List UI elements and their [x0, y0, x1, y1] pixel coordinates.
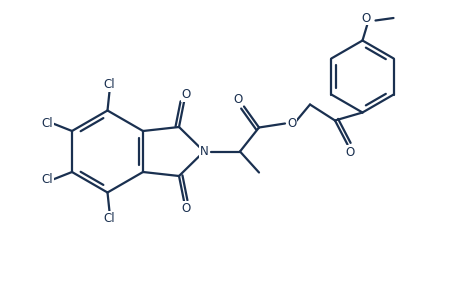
Text: Cl: Cl [41, 173, 53, 186]
Text: O: O [181, 202, 191, 215]
Text: O: O [287, 117, 296, 130]
Text: O: O [181, 88, 191, 101]
Text: N: N [200, 145, 208, 158]
Text: Cl: Cl [104, 78, 115, 92]
Text: O: O [233, 92, 242, 105]
Text: O: O [361, 12, 371, 25]
Text: Cl: Cl [41, 117, 53, 130]
Text: O: O [345, 146, 354, 159]
Text: Cl: Cl [104, 212, 115, 224]
